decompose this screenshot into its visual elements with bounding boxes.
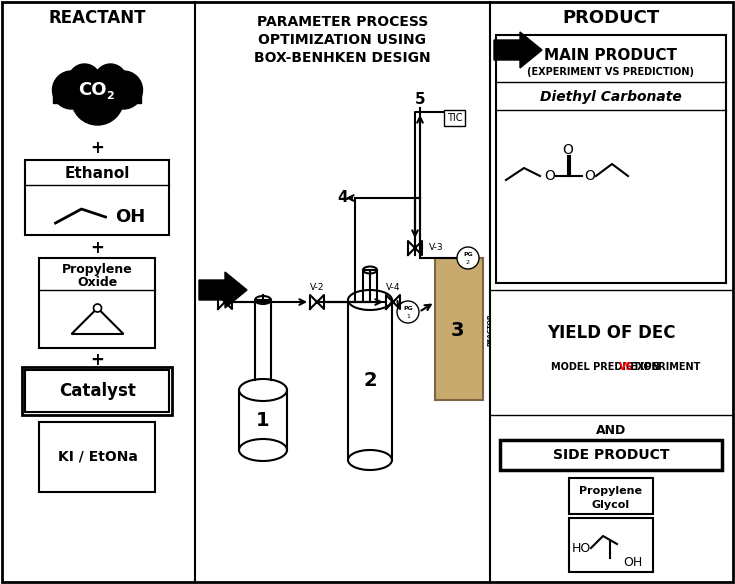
Text: Oxide: Oxide [77,276,118,288]
Circle shape [68,64,101,96]
Bar [23,367,173,415]
Text: OH: OH [115,208,146,226]
Text: V-4: V-4 [386,283,401,293]
Bar [26,370,170,412]
Circle shape [71,73,123,125]
Text: MAIN PRODUCT: MAIN PRODUCT [545,47,678,62]
Bar [435,258,483,400]
Text: EXPERIMENT: EXPERIMENT [627,363,700,373]
Bar [239,390,287,450]
Text: REACTOR: REACTOR [487,314,492,346]
Circle shape [457,247,479,269]
Text: 4: 4 [337,190,348,206]
Text: 5: 5 [415,92,426,107]
Text: OH: OH [623,555,642,568]
Text: AND: AND [596,423,626,436]
Text: 2: 2 [363,370,377,390]
Bar [26,160,170,235]
Ellipse shape [348,450,392,470]
Text: O: O [584,169,595,183]
Bar [54,87,142,103]
Text: +: + [90,239,104,257]
Circle shape [95,64,126,96]
Text: 1: 1 [406,314,410,318]
Ellipse shape [348,290,392,310]
Circle shape [397,301,419,323]
Text: MODEL PREDICTION: MODEL PREDICTION [551,363,663,373]
Text: PG: PG [403,307,413,311]
Bar [569,518,653,572]
Text: CO: CO [78,81,107,99]
Text: PG: PG [463,252,473,258]
Text: 3: 3 [451,321,464,339]
Text: V-2: V-2 [309,283,324,293]
Text: Propylene: Propylene [579,486,642,496]
Text: PRODUCT: PRODUCT [562,9,659,27]
Text: VS: VS [619,363,634,373]
Text: Glycol: Glycol [592,500,630,510]
Text: SIDE PRODUCT: SIDE PRODUCT [553,448,670,462]
Text: Catalyst: Catalyst [59,382,136,400]
Bar [500,440,722,470]
Ellipse shape [363,266,377,273]
Ellipse shape [239,439,287,461]
Bar [348,300,392,460]
Bar [40,258,156,348]
Text: Diethyl Carbonate: Diethyl Carbonate [540,90,682,104]
Text: 2: 2 [466,259,470,265]
Ellipse shape [239,379,287,401]
Text: 1: 1 [257,411,270,429]
Text: (EXPERIMENT VS PREDICTION): (EXPERIMENT VS PREDICTION) [528,67,695,77]
Bar [496,35,726,283]
Bar [40,422,156,492]
FancyArrow shape [199,272,247,308]
Text: Ethanol: Ethanol [65,165,130,180]
Text: +: + [90,139,104,157]
Text: HO: HO [571,541,591,554]
Circle shape [93,304,101,312]
Circle shape [104,71,143,109]
Text: Propylene: Propylene [62,262,133,276]
Text: 2: 2 [107,91,115,101]
Circle shape [52,71,90,109]
Text: TIC: TIC [447,113,462,123]
Text: +: + [90,351,104,369]
Text: YIELD OF DEC: YIELD OF DEC [547,324,675,342]
Ellipse shape [255,296,271,304]
Text: KI / EtONa: KI / EtONa [57,450,137,464]
Text: REACTANT: REACTANT [49,9,146,27]
Text: V-3: V-3 [429,244,444,252]
Text: O: O [562,143,573,157]
Text: V-1: V-1 [206,283,220,293]
FancyArrow shape [494,32,542,68]
Text: PARAMETER PROCESS
OPTIMIZATION USING
BOX-BENHKEN DESIGN: PARAMETER PROCESS OPTIMIZATION USING BOX… [254,15,431,65]
Text: O: O [545,169,556,183]
Bar [569,478,653,514]
